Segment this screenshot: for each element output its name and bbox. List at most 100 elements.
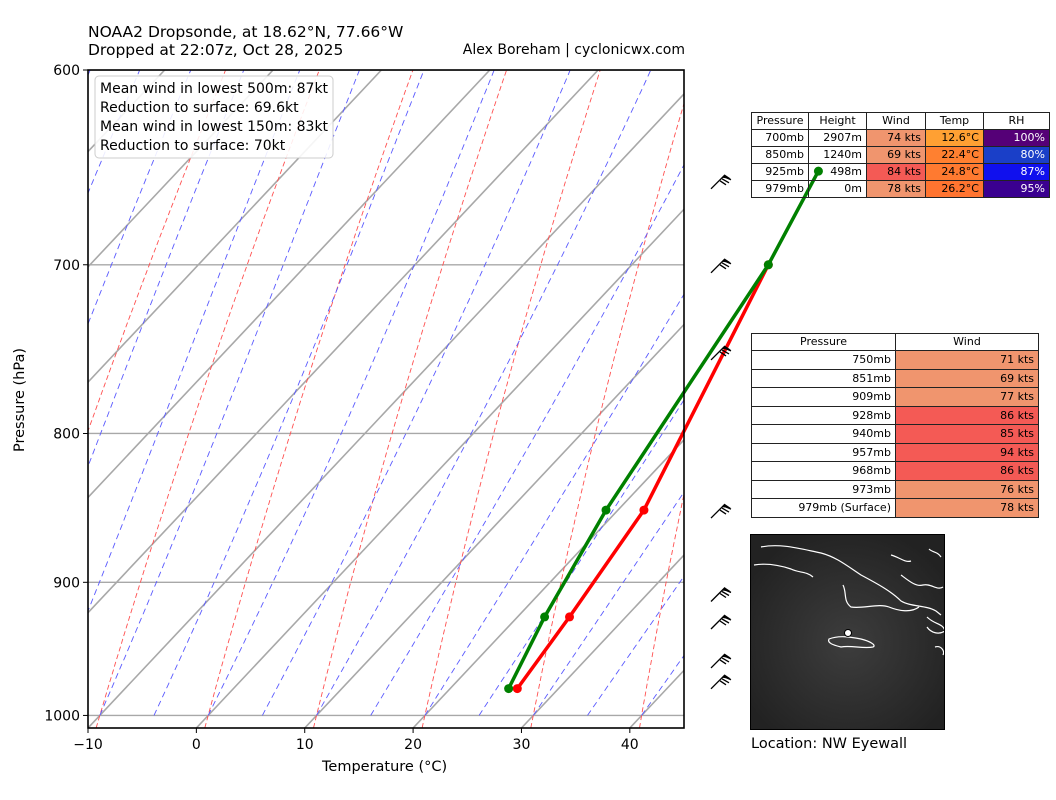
dry-adiabat — [88, 70, 227, 433]
dry-adiabat — [530, 101, 684, 728]
summary-table: Pressure Height Wind Temp RH 700mb 2907m 74 kt… — [751, 112, 1050, 198]
summary-row: 850mb 1240m 69 kts 22.4°C 80% — [751, 146, 1050, 164]
moist-adiabat — [262, 70, 571, 716]
wind-table-pressure: 979mb (Surface) — [751, 498, 896, 518]
temperature-point — [512, 684, 522, 694]
summary-cell-temp: 26.2°C — [925, 180, 984, 198]
wind-table-row: 851mb 69 kts — [751, 368, 1039, 388]
x-tick-label: −10 — [73, 737, 103, 753]
dry-adiabat — [95, 70, 320, 728]
wind-table-row: 968mb 86 kts — [751, 461, 1039, 481]
y-tick-label: 600 — [53, 63, 80, 79]
summary-header-temp: Temp — [925, 112, 984, 130]
wind-table-pressure: 968mb — [751, 461, 896, 481]
dewpoint-point — [763, 260, 773, 270]
wind-barb-icon — [710, 503, 732, 519]
wind-table-wind: 78 kts — [895, 498, 1039, 518]
satellite-map — [750, 534, 945, 730]
isotherm-line — [88, 92, 684, 728]
isotherm-line — [88, 70, 274, 269]
temperature-line — [515, 264, 770, 690]
isotherm-line — [412, 438, 684, 728]
location-label: Location: NW Eyewall — [751, 736, 908, 752]
annotation-line: Reduction to surface: 70kt — [100, 138, 286, 154]
moist-adiabat — [88, 70, 192, 326]
wind-barb-icon — [710, 587, 732, 602]
wind-table-row: 909mb 77 kts — [751, 387, 1039, 407]
moist-adiabat — [99, 70, 360, 716]
summary-cell-pressure: 850mb — [751, 146, 809, 164]
summary-cell-rh: 80% — [983, 146, 1050, 164]
x-tick-label: 0 — [192, 737, 201, 753]
dry-adiabat — [204, 70, 414, 728]
moist-adiabat — [88, 70, 245, 468]
summary-cell-temp: 24.8°C — [925, 163, 984, 181]
annotation-line: Mean wind in lowest 150m: 83kt — [100, 119, 329, 135]
wind-table-wind: 69 kts — [895, 368, 1039, 388]
wind-barb-icon — [710, 174, 732, 190]
wind-table-header-wind: Wind — [895, 333, 1039, 351]
summary-cell-pressure: 700mb — [751, 129, 809, 147]
summary-cell-pressure: 925mb — [751, 163, 809, 181]
moist-adiabat — [424, 293, 684, 716]
summary-header-height: Height — [808, 112, 867, 130]
isotherm-line — [88, 70, 383, 384]
chart-title-line1: NOAA2 Dropsonde, at 18.62°N, 77.66°W — [88, 23, 404, 41]
x-axis-label: Temperature (°C) — [322, 759, 448, 775]
summary-cell-rh: 100% — [983, 129, 1050, 147]
wind-table-pressure: 909mb — [751, 387, 896, 407]
chart-title-line2: Dropped at 22:07z, Oct 28, 2025 — [88, 41, 344, 59]
wind-barb-icon — [710, 674, 732, 690]
wind-table-wind: 86 kts — [895, 461, 1039, 481]
isotherm-line — [195, 208, 684, 728]
summary-cell-rh: 95% — [983, 180, 1050, 198]
summary-header-wind: Wind — [866, 112, 926, 130]
wind-table-pressure: 851mb — [751, 368, 896, 388]
summary-cell-height: 1240m — [808, 146, 867, 164]
isotherm-line — [520, 553, 684, 728]
wind-table-pressure: 928mb — [751, 405, 896, 425]
summary-cell-temp: 12.6°C — [925, 129, 984, 147]
isotherm-line — [88, 70, 491, 499]
wind-table-row: 940mb 85 kts — [751, 424, 1039, 444]
y-tick-label: 900 — [53, 575, 80, 591]
x-tick-label: 20 — [404, 737, 422, 753]
credit-text: Alex Boreham | cyclonicwx.com — [462, 42, 685, 58]
moist-adiabat — [532, 491, 684, 716]
summary-cell-pressure: 979mb — [751, 180, 809, 198]
summary-cell-wind: 78 kts — [866, 180, 926, 198]
annotation-line: Reduction to surface: 69.6kt — [100, 100, 299, 116]
x-tick-label: 30 — [513, 737, 531, 753]
summary-header-pressure: Pressure — [751, 112, 809, 130]
moist-adiabat — [88, 70, 301, 613]
plot-frame — [87, 69, 685, 729]
wind-table-row: 750mb 71 kts — [751, 350, 1039, 370]
summary-row: 700mb 2907m 74 kts 12.6°C 100% — [751, 129, 1050, 147]
summary-cell-wind: 69 kts — [866, 146, 926, 164]
wind-table-header-pressure: Pressure — [751, 333, 896, 351]
wind-barb-icon — [710, 258, 732, 274]
y-tick-label: 700 — [53, 258, 80, 274]
x-tick-label: 10 — [296, 737, 314, 753]
wind-table-wind: 76 kts — [895, 479, 1039, 499]
wind-table-wind: 77 kts — [895, 387, 1039, 407]
dewpoint-point — [504, 684, 514, 694]
summary-cell-wind: 74 kts — [866, 129, 926, 147]
dewpoint-point — [601, 505, 611, 515]
wind-table-pressure: 940mb — [751, 424, 896, 444]
dry-adiabat — [421, 70, 601, 728]
temperature-point — [639, 505, 649, 515]
wind-table-pressure: 750mb — [751, 350, 896, 370]
wind-table-row: 928mb 86 kts — [751, 405, 1039, 425]
moist-adiabat — [153, 70, 425, 716]
wind-table-row: 957mb 94 kts — [751, 442, 1039, 462]
moist-adiabat — [316, 70, 652, 716]
coastline-map — [751, 535, 944, 729]
wind-barb-icon — [710, 614, 732, 630]
wind-table-wind: 86 kts — [895, 405, 1039, 425]
summary-cell-height: 2907m — [808, 129, 867, 147]
isotherm-line — [0, 70, 56, 728]
summary-cell-temp: 22.4°C — [925, 146, 984, 164]
x-tick-label: 40 — [621, 737, 639, 753]
